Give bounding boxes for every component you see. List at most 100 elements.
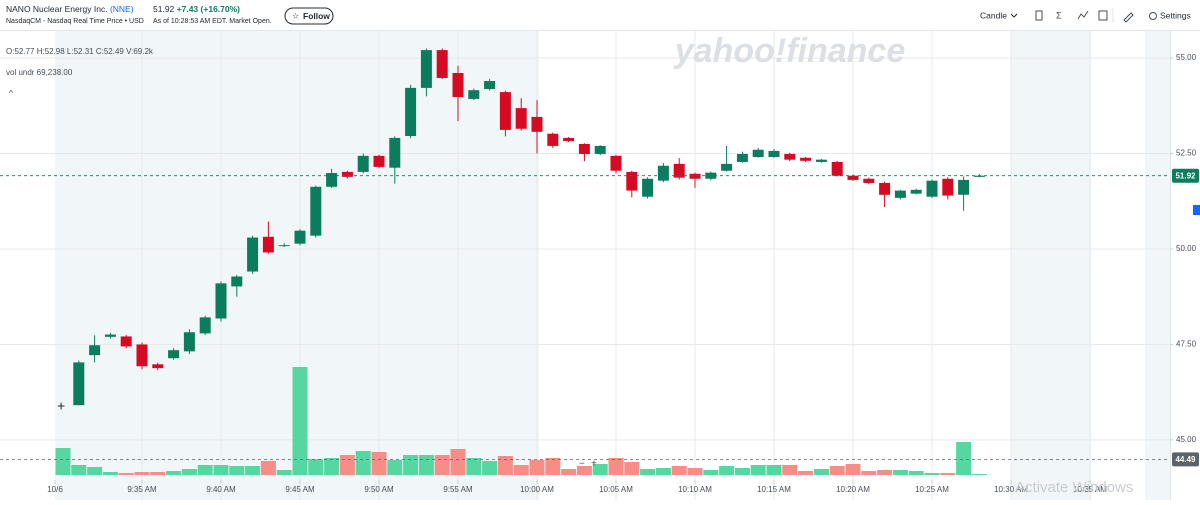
volume-bar: [971, 474, 987, 475]
candle-body: [626, 171, 638, 191]
session-shade: [1145, 31, 1170, 500]
company: NANO Nuclear Energy Inc.: [6, 4, 108, 14]
candle-body: [531, 116, 543, 132]
last-price: 51.92: [153, 4, 175, 14]
volume-bar: [877, 470, 893, 475]
volume-bar: [703, 470, 719, 475]
candle-body: [420, 50, 432, 88]
volume-bar: [292, 367, 308, 475]
volume-bar: [576, 466, 592, 475]
candle-body: [752, 149, 764, 157]
volume-bar: [829, 466, 845, 475]
candle-body: [341, 171, 353, 177]
volume-bar: [339, 455, 355, 475]
candle-body: [405, 87, 417, 136]
candle-body: [563, 137, 575, 141]
dropdown-arrow[interactable]: [1010, 13, 1018, 18]
zoom-out[interactable]: −: [579, 459, 585, 470]
candle-body: [800, 157, 812, 161]
x-tick-label: 10:10 AM: [678, 485, 712, 494]
candle-body: [689, 173, 701, 179]
volume-bar: [150, 472, 166, 475]
volume-bar: [671, 466, 687, 475]
follow-star[interactable]: ☆: [292, 12, 299, 21]
company-name: NANO Nuclear Energy Inc. (NNE): [6, 4, 134, 14]
x-tick-label: 10/6: [47, 485, 63, 494]
y-tick-label: 50.00: [1176, 244, 1197, 253]
compare-icon[interactable]: [1077, 10, 1089, 20]
draw-icon[interactable]: [1123, 12, 1134, 23]
candle-body: [262, 236, 274, 253]
zoom-in[interactable]: +: [591, 459, 597, 470]
volume-bar: [371, 452, 387, 475]
candle-body: [499, 92, 511, 130]
volume-bar: [102, 472, 118, 475]
candle-body: [736, 153, 748, 162]
candle-body: [831, 161, 843, 176]
indicator-icon[interactable]: [1035, 10, 1043, 21]
volume-bar: [655, 468, 671, 475]
header-bar: [0, 0, 1200, 30]
candle-body: [815, 159, 827, 162]
settings[interactable]: Settings: [1160, 10, 1191, 20]
candle-body: [958, 179, 970, 195]
follow-outline[interactable]: [284, 7, 334, 25]
candle-body: [373, 155, 385, 167]
volume-bar: [640, 469, 656, 475]
scroll-marker: [1193, 205, 1200, 215]
chart-type[interactable]: Candle: [980, 10, 1007, 20]
volume-bar: [55, 448, 71, 475]
follow-label[interactable]: Follow: [303, 11, 330, 21]
x-tick-label: 10:30 AM: [994, 485, 1028, 494]
volume-bar: [956, 442, 972, 475]
price-line-layer: [0, 175, 1170, 460]
volume-bar: [308, 459, 324, 475]
candle-body: [436, 50, 448, 78]
y-axis-bg: [1170, 31, 1200, 500]
overlay-text: Activate Windows: [1015, 479, 1133, 496]
volume-bar: [71, 465, 87, 475]
candle-body: [784, 153, 796, 160]
volume-bar: [260, 461, 276, 475]
candle-layer: [73, 48, 985, 406]
candle-body: [120, 336, 132, 347]
x-tick-label: 9:55 AM: [443, 485, 473, 494]
volume-bar: [940, 473, 956, 475]
volume-bar: [545, 458, 561, 475]
candle-body: [610, 155, 622, 171]
volume-bar: [229, 466, 245, 475]
candle-body: [515, 108, 527, 129]
candle-body: [578, 144, 590, 154]
volume-layer: [55, 367, 987, 475]
ohlc-legend: O:52.77 H:52.98 L:52.31 C:52.49 V:69.2k: [6, 47, 154, 56]
candle-body: [657, 165, 669, 181]
collapse-caret[interactable]: ^: [9, 89, 13, 98]
volume-bar: [624, 462, 640, 475]
volume-bar: [418, 455, 434, 475]
candle-body: [721, 163, 733, 171]
volume-bar: [134, 472, 150, 475]
price: 51.92 +7.43 (+16.70%): [153, 4, 240, 14]
x-tick-label: 10:05 AM: [599, 485, 633, 494]
zoom-controls[interactable]: − +: [579, 459, 597, 470]
settings-icon[interactable]: [1149, 12, 1157, 20]
volume-legend: vol undr 69,238.00: [6, 68, 73, 77]
y-axis: 45.00 47.50 50.00 52.50 55.00 51.92 44.49: [1170, 53, 1199, 467]
as-of: As of 10:28:53 AM EDT. Market Open.: [153, 18, 272, 25]
volume-bar: [608, 458, 624, 475]
price-badge: [1172, 452, 1199, 467]
volume-bar: [324, 458, 340, 475]
volume-bar: [87, 467, 103, 475]
candle-body: [942, 178, 954, 196]
candle-body: [910, 189, 922, 194]
price-badge-label: 51.92: [1175, 171, 1196, 180]
candle-body: [894, 190, 906, 198]
candle-body: [389, 137, 401, 168]
sigma-icon[interactable]: Σ: [1056, 10, 1062, 20]
candle-body: [231, 276, 243, 287]
follow-button[interactable]: ☆ Follow: [284, 7, 334, 25]
calendar-icon[interactable]: [1098, 10, 1108, 21]
volume-bar: [434, 455, 450, 475]
